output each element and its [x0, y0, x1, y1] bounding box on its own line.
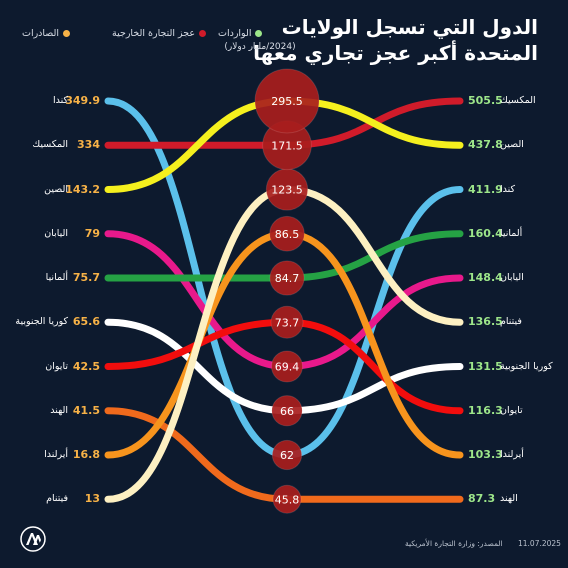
- legend-exports-dot: [63, 30, 71, 37]
- deficit-value-1: 171.5: [271, 139, 303, 152]
- export-country-7: الهند: [50, 404, 68, 416]
- deficit-bubble-3: [270, 350, 304, 383]
- deficit-value-3: 69.4: [275, 361, 300, 374]
- export-country-2: الصين: [44, 183, 68, 195]
- export-value-7: 41.5: [72, 403, 100, 417]
- export-country-9: فيتنام: [46, 493, 68, 505]
- legend-deficit-label: عجز التجارة الخارجية: [112, 28, 196, 39]
- export-value-1: 334: [77, 138, 100, 152]
- deficit-value-9: 123.5: [271, 184, 303, 197]
- import-country-9: فيتنام: [500, 316, 522, 328]
- deficit-value-6: 73.7: [275, 316, 300, 329]
- import-value-4: 160.4: [468, 226, 503, 240]
- export-value-4: 75.7: [72, 271, 100, 284]
- import-value-2: 437.8: [468, 138, 503, 152]
- deficit-bubble-5: [271, 395, 303, 427]
- import-country-0: كندا: [500, 183, 516, 195]
- export-country-1: المكسيك: [32, 139, 68, 151]
- deficit-value-7: 45.8: [275, 493, 300, 506]
- legend-imports: الواردات: [218, 28, 263, 39]
- deficit-bubble-0: [271, 439, 303, 471]
- deficit-bubble-7: [272, 484, 302, 514]
- import-value-7: 87.3: [468, 492, 496, 506]
- import-country-8: أيرلندا: [500, 449, 524, 460]
- import-value-6: 116.3: [468, 403, 503, 417]
- deficit-bubble-6: [270, 305, 304, 339]
- export-value-5: 65.6: [72, 315, 100, 329]
- export-value-0: 349.9: [65, 94, 100, 107]
- deficit-value-4: 84.7: [275, 272, 300, 285]
- deficit-bubble-2: [254, 68, 320, 134]
- date-note: 11.07.2025: [518, 539, 561, 548]
- import-value-0: 411.9: [468, 182, 503, 196]
- legend-deficit-dot: [199, 30, 207, 37]
- import-value-3: 148.4: [468, 271, 503, 284]
- export-value-3: 79: [84, 226, 100, 240]
- export-country-8: أيرلندا: [44, 449, 68, 460]
- export-country-5: كوريا الجنوبية: [15, 316, 68, 328]
- import-country-2: الصين: [500, 139, 524, 151]
- export-country-6: تايوان: [45, 360, 68, 372]
- title-line-1: الدول التي تسجل الولايات: [281, 15, 538, 39]
- export-value-9: 13: [84, 492, 100, 506]
- import-country-3: اليابان: [500, 272, 524, 283]
- chart-subtitle: (2024/مليار دولار): [224, 42, 296, 52]
- import-value-5: 131.5: [468, 359, 503, 373]
- deficit-value-0: 62: [280, 449, 294, 462]
- export-country-0: كندا: [52, 95, 68, 106]
- title-line-2: المتحدة أكبر عجز تجاري معها: [253, 41, 538, 65]
- legend-exports-label: الصادرات: [22, 28, 60, 39]
- source-note: المصدر: وزارة التجارة الأمريكية: [405, 539, 503, 548]
- deficit-value-5: 66: [280, 405, 294, 418]
- export-country-3: اليابان: [44, 227, 68, 239]
- legend-imports-dot: [255, 30, 263, 37]
- import-country-1: المكسيك: [500, 95, 536, 106]
- chart-title: الدول التي تسجل الولايات المتحدة أكبر عج…: [208, 14, 538, 66]
- deficit-bubble-4: [269, 260, 305, 296]
- import-country-5: كوريا الجنوبية: [500, 360, 553, 372]
- import-country-7: الهند: [500, 493, 518, 505]
- export-value-6: 42.5: [72, 359, 100, 373]
- export-value-8: 16.8: [72, 448, 100, 461]
- legend-deficit: عجز التجارة الخارجية: [112, 28, 207, 39]
- import-value-8: 103.3: [468, 448, 503, 461]
- import-country-6: تايوان: [500, 404, 523, 416]
- import-value-9: 136.5: [468, 315, 503, 329]
- deficit-bubble-8: [269, 215, 305, 252]
- legend-imports-label: الواردات: [218, 28, 252, 39]
- import-country-4: ألمانيا: [500, 227, 523, 239]
- legend-exports: الصادرات: [22, 28, 71, 39]
- deficit-value-2: 295.5: [271, 95, 303, 108]
- export-value-2: 143.2: [65, 182, 100, 196]
- deficit-value-8: 86.5: [275, 228, 300, 241]
- agency-logo-icon: [20, 526, 46, 552]
- export-country-4: ألمانيا: [45, 272, 68, 283]
- import-value-1: 505.5: [468, 94, 503, 107]
